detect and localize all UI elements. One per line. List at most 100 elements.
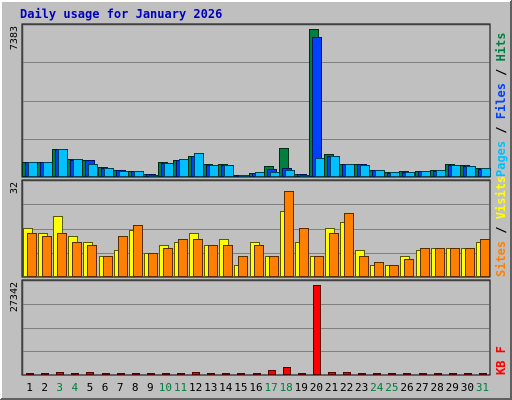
legend-visits: Sites / Visits: [494, 176, 508, 277]
bar-kb-f: [479, 373, 487, 375]
x-tick-label: 10: [159, 381, 172, 394]
x-tick-label: 25: [385, 381, 398, 394]
bar-kb-f: [403, 373, 411, 375]
bar-pages: [315, 158, 325, 177]
bar-sites: [223, 245, 233, 277]
x-tick-label: 6: [102, 381, 109, 394]
x-tick-label: 2: [41, 381, 48, 394]
x-tick-label: 19: [295, 381, 308, 394]
x-tick-label: 23: [355, 381, 368, 394]
x-tick-label: 9: [147, 381, 154, 394]
bar-pages: [209, 165, 219, 177]
x-tick-label: 31: [476, 381, 489, 394]
bar-kb-f: [162, 373, 170, 375]
bar-kb-f: [373, 373, 381, 375]
bar-pages: [345, 164, 355, 177]
bar-kb-f: [313, 285, 321, 375]
bar-pages: [239, 175, 249, 177]
bar-sites: [27, 233, 37, 277]
panel-kbytes: 27342 KB F: [9, 279, 508, 376]
x-tick-label: 12: [189, 381, 202, 394]
bar-kb-f: [253, 373, 261, 375]
bar-sites: [208, 245, 218, 277]
x-tick-label: 18: [280, 381, 293, 394]
bar-pages: [330, 156, 340, 177]
bar-sites: [103, 256, 113, 277]
bar-sites: [329, 233, 339, 277]
legend-hits: Pages / Files / Hits: [494, 32, 508, 177]
bar-sites: [450, 248, 460, 277]
x-tick-label: 14: [219, 381, 233, 394]
bar-pages: [405, 172, 415, 177]
bar-pages: [421, 171, 431, 177]
bar-sites: [420, 248, 430, 277]
bar-pages: [164, 163, 174, 177]
bar-sites: [254, 245, 264, 277]
x-tick-labels: 1 2 3 4 5 6 7 8 9 10 11 12 13 14 15 16 17 18 19 20 21 22 23 24 2…: [26, 381, 489, 394]
bar-pages: [179, 159, 189, 177]
y-max-label: 7383: [9, 26, 20, 50]
bar-sites: [404, 259, 414, 277]
x-tick-label: 24: [370, 381, 384, 394]
bar-sites: [133, 225, 143, 277]
bar-kb-f: [268, 370, 276, 375]
bar-pages: [270, 172, 280, 177]
bar-pages: [466, 166, 476, 177]
bar-pages: [300, 175, 310, 177]
plot-area: [21, 23, 491, 178]
legend-entry: Visits: [494, 176, 508, 219]
bar-sites: [435, 248, 445, 277]
bar-sites: [178, 239, 188, 277]
bar-kb-f: [222, 373, 230, 375]
y-max-label: 27342: [9, 282, 20, 312]
bar-kb-f: [147, 373, 155, 375]
x-tick-label: 5: [87, 381, 94, 394]
x-tick-label: 30: [461, 381, 474, 394]
bar-pages: [481, 168, 491, 177]
bar-pages: [28, 162, 38, 177]
bar-kb-f: [192, 372, 200, 375]
legend-entry: KB F: [494, 346, 508, 375]
bar-kb-f: [283, 367, 291, 375]
bar-pages: [451, 165, 461, 177]
bar-sites: [359, 256, 369, 277]
x-tick-label: 22: [340, 381, 353, 394]
x-tick-label: 26: [400, 381, 413, 394]
x-tick-label: 7: [117, 381, 124, 394]
bar-sites: [269, 256, 279, 277]
bar-sites: [57, 233, 67, 277]
bar-pages: [119, 171, 129, 177]
x-tick-label: 3: [56, 381, 63, 394]
bar-kb-f: [449, 373, 457, 375]
bar-sites: [72, 242, 82, 277]
bar-kb-f: [464, 373, 472, 375]
bar-kb-f: [41, 373, 49, 375]
x-tick-label: 21: [325, 381, 338, 394]
bar-pages: [43, 162, 53, 177]
panels: 7383 Pages / Files / Hits 32 Sites / Visits…: [9, 23, 508, 376]
bar-kb-f: [56, 372, 64, 375]
bar-pages: [73, 159, 83, 177]
legend-entry: Files: [494, 83, 508, 119]
bar-kb-f: [237, 373, 245, 375]
bar-sites: [148, 253, 158, 277]
bar-kb-f: [71, 373, 79, 375]
x-tick-label: 28: [431, 381, 444, 394]
x-tick-label: 8: [132, 381, 139, 394]
bar-sites: [238, 256, 248, 277]
bar-kb-f: [132, 373, 140, 375]
bar-sites: [344, 213, 354, 277]
bar-pages: [390, 172, 400, 177]
legend-entry: Sites: [494, 241, 508, 277]
bar-pages: [255, 172, 265, 177]
bar-files: [312, 37, 322, 177]
x-tick-label: 4: [72, 381, 79, 394]
bar-pages: [436, 170, 446, 177]
bar-sites: [118, 236, 128, 277]
bar-sites: [480, 239, 490, 277]
bar-kb-f: [177, 373, 185, 375]
panel-hits: 7383 Pages / Files / Hits: [9, 23, 508, 178]
bar-kb-f: [388, 373, 396, 375]
